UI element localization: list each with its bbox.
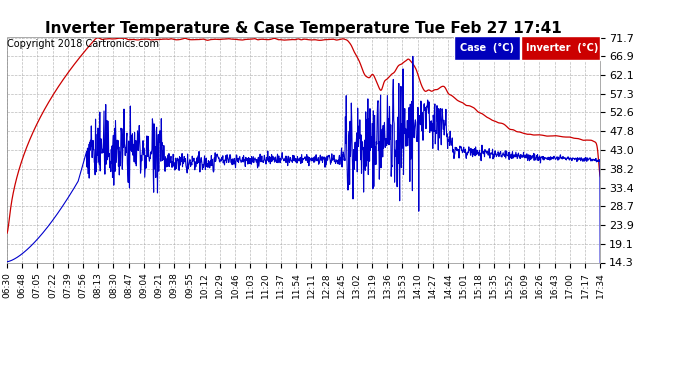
Text: Inverter  (°C): Inverter (°C) [526,43,599,53]
Title: Inverter Temperature & Case Temperature Tue Feb 27 17:41: Inverter Temperature & Case Temperature … [46,21,562,36]
Text: Case  (°C): Case (°C) [460,43,513,53]
Text: Copyright 2018 Cartronics.com: Copyright 2018 Cartronics.com [7,39,159,50]
